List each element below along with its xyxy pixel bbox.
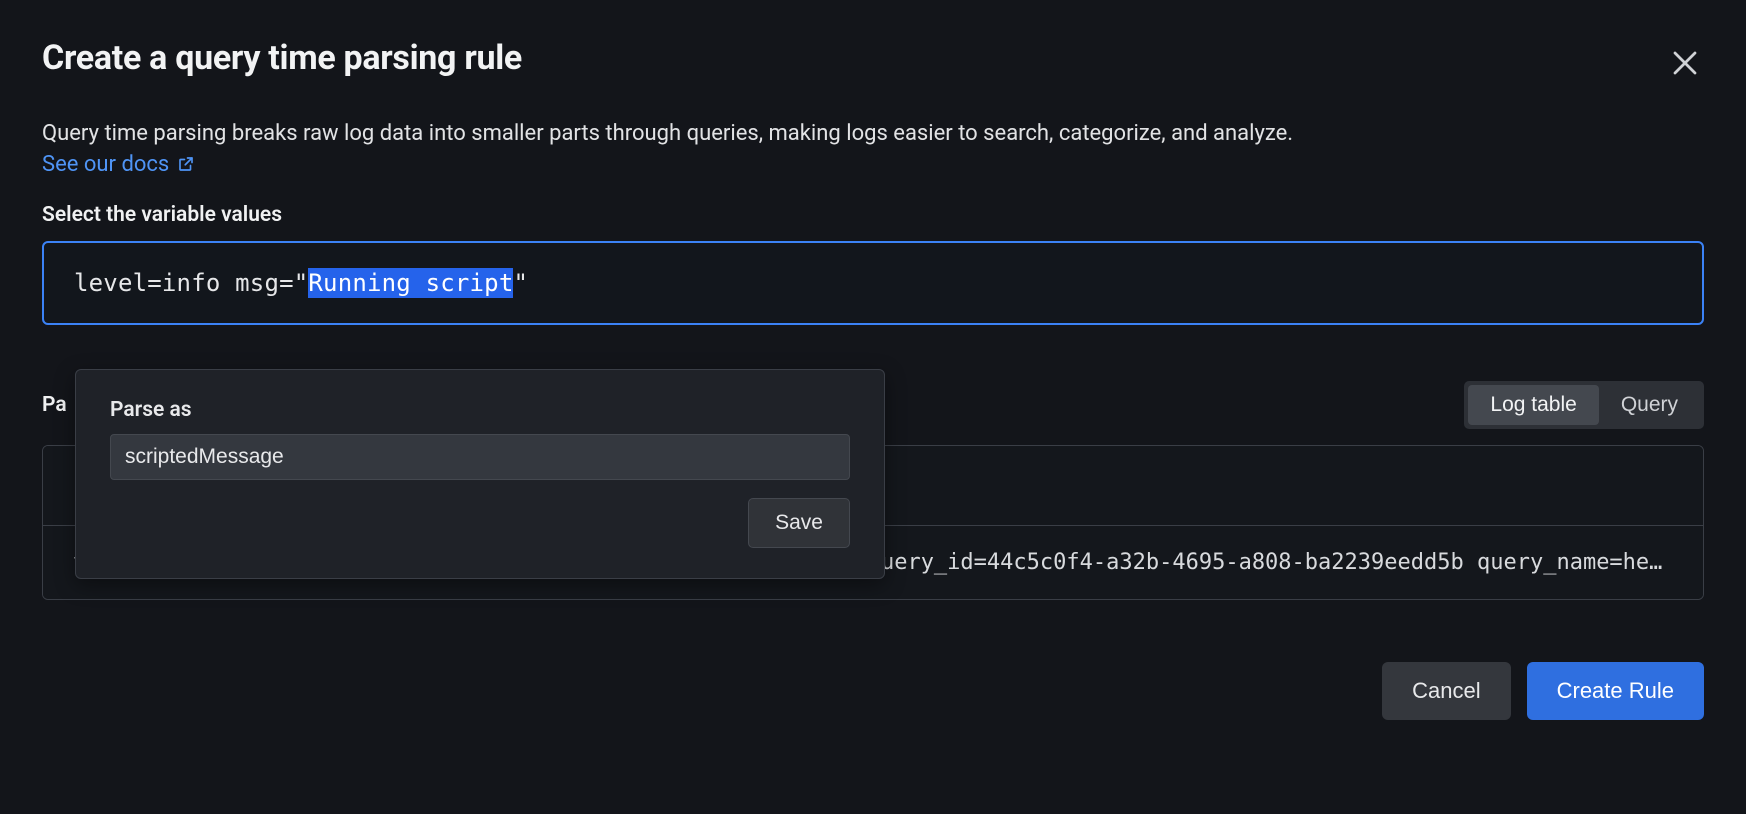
modal-footer: Cancel Create Rule [42,662,1704,720]
docs-link[interactable]: See our docs [42,152,195,177]
parse-as-popover: Parse as Save [75,369,885,579]
parse-as-input[interactable] [110,434,850,480]
select-variable-label: Select the variable values [42,203,1704,227]
docs-link-text: See our docs [42,152,169,177]
create-parsing-rule-modal: Create a query time parsing rule Query t… [0,0,1746,758]
popover-actions: Save [110,498,850,548]
tab-log-table[interactable]: Log table [1468,385,1598,425]
variable-suffix: " [513,269,528,297]
modal-header: Create a query time parsing rule [42,38,1704,82]
create-rule-button[interactable]: Create Rule [1527,662,1704,720]
external-link-icon [177,155,195,173]
view-toggle: Log table Query [1464,381,1704,429]
tab-query[interactable]: Query [1599,385,1700,425]
save-button[interactable]: Save [748,498,850,548]
content-area: Parse as Save Pa Log table Query time="2… [42,381,1704,720]
close-icon [1670,48,1700,78]
preview-section-label: Pa [42,393,67,417]
modal-title: Create a query time parsing rule [42,38,522,78]
variable-values-input[interactable]: level=info msg="Running script" [42,241,1704,325]
cancel-button[interactable]: Cancel [1382,662,1510,720]
variable-prefix: level=info msg=" [74,269,308,297]
close-button[interactable] [1666,44,1704,82]
variable-highlighted: Running script [308,268,513,298]
modal-description: Query time parsing breaks raw log data i… [42,118,1704,150]
parse-as-label: Parse as [110,398,850,422]
